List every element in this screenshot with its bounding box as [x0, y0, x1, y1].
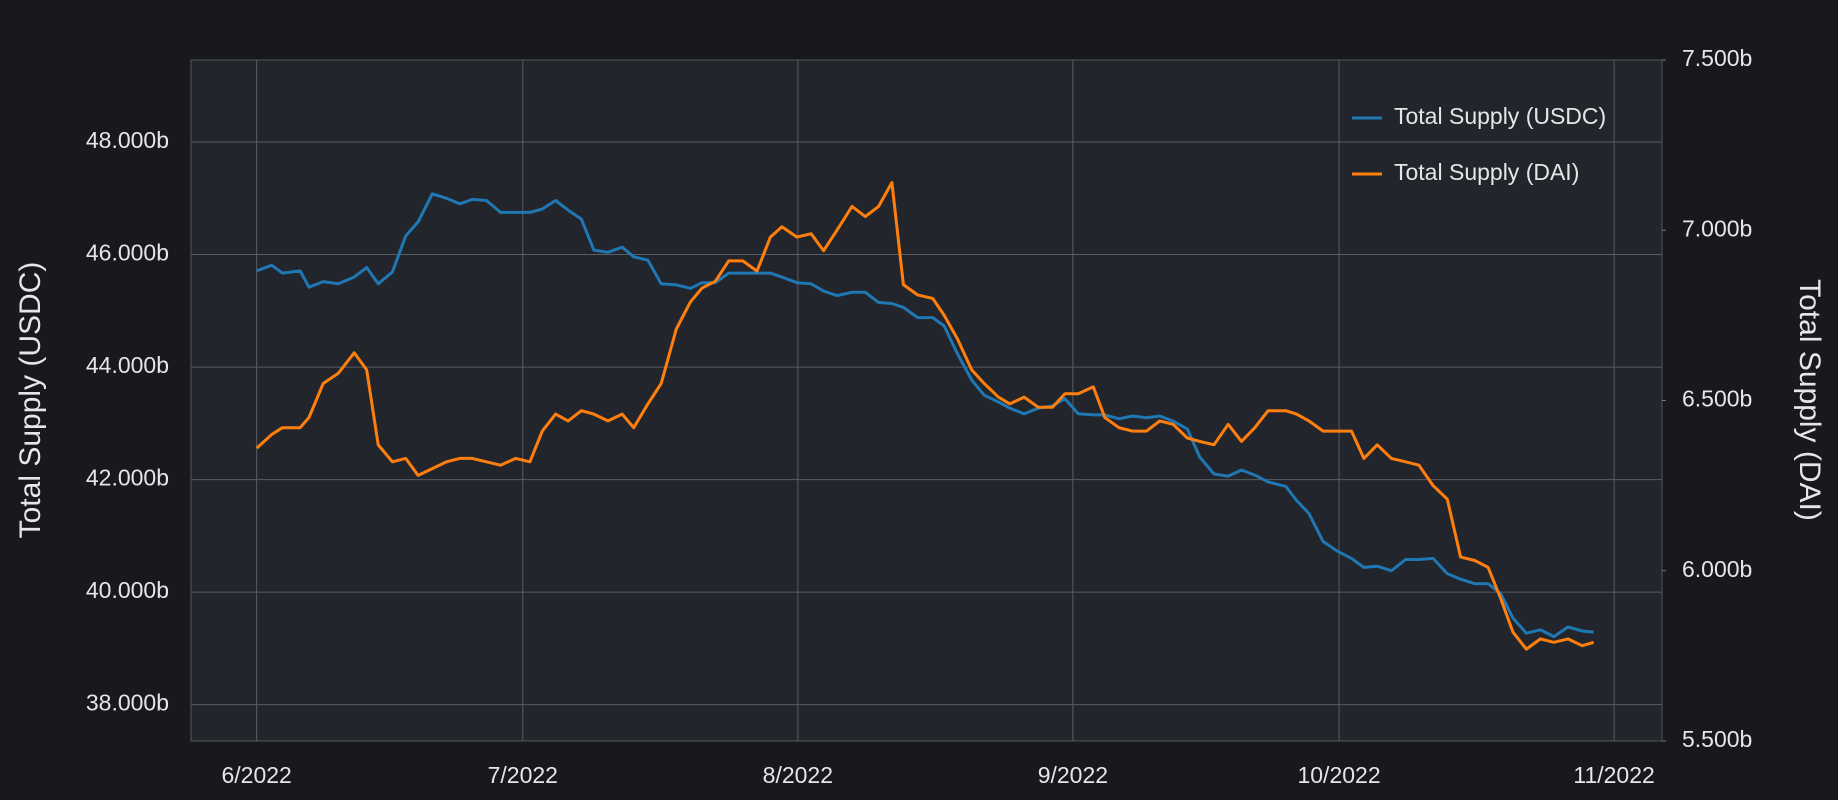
y-tick-label: 44.000b: [86, 352, 169, 378]
series-line: [256, 192, 1594, 639]
y-tick-label: 48.000b: [86, 127, 169, 153]
x-tick-label: 9/2022: [1038, 762, 1108, 788]
x-tick-label: 11/2022: [1573, 762, 1654, 788]
y2-tick-label: 7.000b: [1682, 215, 1752, 241]
plot-area: [190, 59, 1663, 742]
x-tick-label: 6/2022: [221, 762, 291, 788]
y-axis-title: Total Supply (USDC): [14, 262, 47, 539]
x-tick-label: 10/2022: [1297, 762, 1380, 788]
y-tick-label: 42.000b: [86, 465, 169, 491]
y-tick-label: 40.000b: [86, 577, 169, 603]
legend: Total Supply (USDC) Total Supply (DAI): [1352, 103, 1606, 185]
y-tick-label: 46.000b: [86, 240, 169, 266]
y2-tick-label: 7.500b: [1682, 45, 1752, 71]
y2-tick-label: 6.500b: [1682, 386, 1752, 412]
legend-label: Total Supply (USDC): [1394, 103, 1606, 129]
x-tick-label: 8/2022: [763, 762, 833, 788]
series-line: [255, 181, 1595, 651]
legend-label: Total Supply (DAI): [1394, 159, 1579, 185]
y2-tick-label: 6.000b: [1682, 556, 1752, 582]
y2-axis-title: Total Supply (DAI): [1793, 279, 1826, 521]
x-tick-label: 7/2022: [488, 762, 558, 788]
y-tick-label: 38.000b: [86, 690, 169, 716]
y2-tick-label: 5.500b: [1682, 726, 1752, 752]
